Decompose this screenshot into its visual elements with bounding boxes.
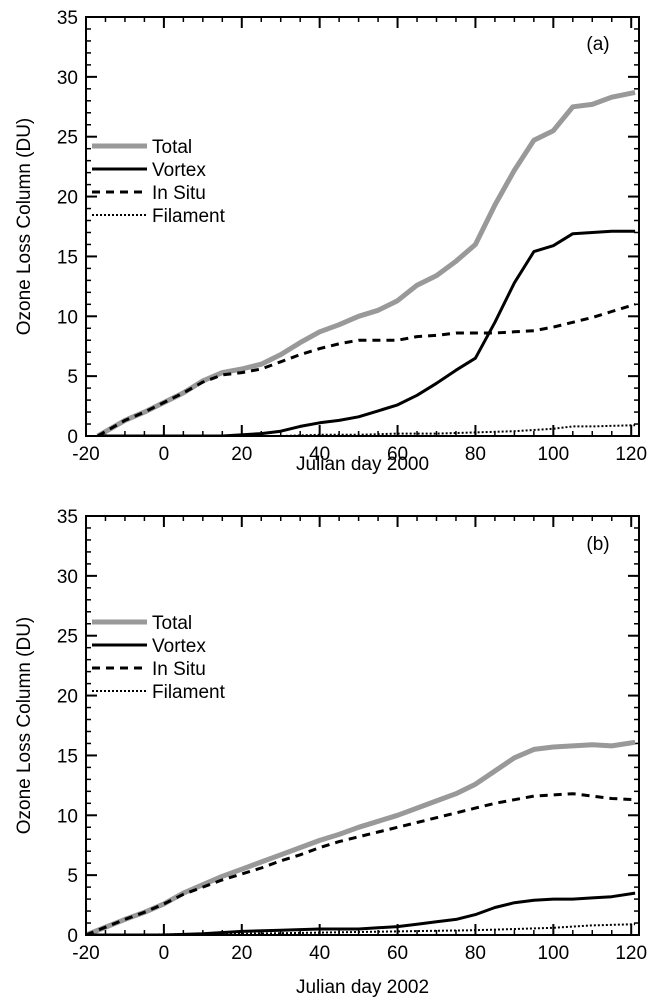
legend-label: In Situ bbox=[152, 183, 206, 204]
y-tick-label: 10 bbox=[57, 806, 78, 827]
series-line-total bbox=[96, 89, 636, 436]
y-tick-label: 15 bbox=[57, 746, 78, 767]
series-line-total bbox=[86, 739, 636, 935]
panel-label: (b) bbox=[586, 534, 609, 555]
legend-label: In Situ bbox=[152, 659, 206, 680]
y-tick-label: 20 bbox=[57, 188, 78, 209]
x-tick-label: 80 bbox=[465, 444, 486, 465]
y-tick-label: 10 bbox=[57, 307, 78, 328]
x-tick-label: 40 bbox=[309, 943, 330, 964]
legend-label: Total bbox=[152, 137, 192, 158]
panel-b: -20 0 20 40 60 80 100 12005101520253035TotalVor… bbox=[14, 507, 647, 998]
y-tick-label: 20 bbox=[57, 687, 78, 708]
x-tick-label: 100 bbox=[537, 943, 569, 964]
legend-label: Vortex bbox=[152, 636, 206, 657]
y-tick-label: 15 bbox=[57, 247, 78, 268]
y-tick-label: 0 bbox=[67, 427, 78, 448]
x-tick-label: 40 bbox=[309, 444, 330, 465]
plot-frame bbox=[85, 515, 640, 936]
legend-label: Total bbox=[152, 613, 192, 634]
x-tick-label: -20 bbox=[72, 943, 99, 964]
plot-frame bbox=[85, 16, 640, 437]
legend-label: Filament bbox=[152, 682, 226, 703]
y-tick-label: 25 bbox=[57, 128, 78, 149]
series-line-filament bbox=[97, 424, 636, 436]
series-line-in-situ bbox=[86, 792, 636, 935]
series-line-filament bbox=[86, 923, 636, 935]
y-tick-label: 35 bbox=[57, 8, 78, 29]
x-axis-label: Julian day 2000 bbox=[296, 454, 429, 475]
panel-a: -20 0 20 40 60 80 100 12005101520253035TotalVor… bbox=[14, 8, 647, 475]
y-tick-label: 5 bbox=[67, 866, 78, 887]
x-tick-label: 0 bbox=[159, 943, 170, 964]
x-tick-label: 20 bbox=[231, 943, 252, 964]
x-tick-label: 120 bbox=[615, 444, 647, 465]
x-tick-label: -20 bbox=[72, 444, 99, 465]
y-tick-label: 5 bbox=[67, 367, 78, 388]
x-tick-label: 0 bbox=[159, 444, 170, 465]
x-tick-label: 60 bbox=[387, 943, 408, 964]
panel-label: (a) bbox=[586, 34, 609, 55]
x-tick-label: 100 bbox=[537, 444, 569, 465]
x-tick-label: 60 bbox=[387, 444, 408, 465]
series-line-vortex bbox=[97, 229, 636, 436]
legend-label: Vortex bbox=[152, 160, 206, 181]
series-lines bbox=[86, 739, 636, 935]
y-axis-label: Ozone Loss Column (DU) bbox=[14, 118, 35, 336]
x-tick-label: 80 bbox=[465, 943, 486, 964]
major-ticks bbox=[85, 515, 639, 936]
y-tick-label: 25 bbox=[57, 627, 78, 648]
y-tick-label: 0 bbox=[67, 926, 78, 947]
y-tick-label: 35 bbox=[57, 507, 78, 528]
x-tick-label: 20 bbox=[231, 444, 252, 465]
minor-ticks bbox=[85, 515, 639, 936]
series-line-in-situ bbox=[96, 302, 636, 436]
y-axis-label: Ozone Loss Column (DU) bbox=[14, 617, 35, 835]
series-line-vortex bbox=[86, 891, 636, 935]
x-axis-label: Julian day 2002 bbox=[296, 977, 429, 998]
y-tick-label: 30 bbox=[57, 567, 78, 588]
x-tick-label: 120 bbox=[615, 943, 647, 964]
y-tick-label: 30 bbox=[57, 68, 78, 89]
series-lines bbox=[96, 89, 636, 436]
legend-label: Filament bbox=[152, 206, 226, 227]
